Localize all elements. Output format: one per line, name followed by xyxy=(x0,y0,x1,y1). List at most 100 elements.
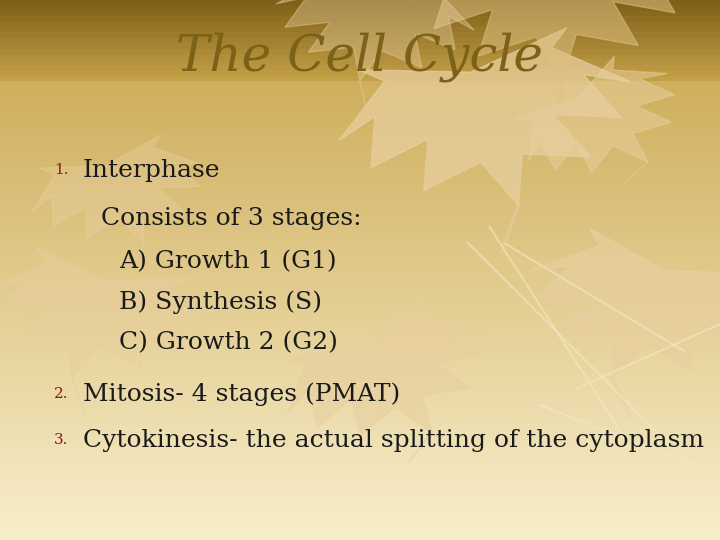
Text: 3.: 3. xyxy=(54,433,68,447)
Bar xyxy=(0,464,720,470)
Text: The Cell Cycle: The Cell Cycle xyxy=(176,32,544,82)
Bar xyxy=(0,108,720,113)
Bar xyxy=(0,416,720,421)
Bar xyxy=(0,508,720,513)
Bar xyxy=(0,524,720,529)
Bar xyxy=(0,459,720,464)
Bar xyxy=(0,65,720,70)
Polygon shape xyxy=(32,135,202,243)
Bar xyxy=(0,216,720,221)
Bar xyxy=(0,146,720,151)
Bar xyxy=(0,497,720,502)
Text: 1.: 1. xyxy=(54,163,68,177)
Bar xyxy=(0,292,720,297)
Bar xyxy=(0,319,720,324)
Bar xyxy=(0,443,720,448)
Polygon shape xyxy=(515,56,674,172)
Bar xyxy=(0,27,720,32)
Bar xyxy=(0,167,720,173)
Bar xyxy=(0,205,720,211)
Bar xyxy=(0,389,720,394)
Bar xyxy=(0,70,720,76)
Bar xyxy=(0,351,720,356)
Bar xyxy=(0,86,720,92)
Bar xyxy=(0,103,720,108)
Bar xyxy=(0,22,720,27)
Bar xyxy=(0,346,720,351)
Bar xyxy=(0,410,720,416)
Bar xyxy=(0,491,720,497)
Bar xyxy=(0,362,720,367)
Bar xyxy=(0,119,720,124)
Bar xyxy=(0,270,720,275)
Bar xyxy=(0,38,720,43)
Polygon shape xyxy=(284,299,482,435)
Bar xyxy=(0,356,720,362)
Bar xyxy=(0,448,720,454)
Bar xyxy=(0,470,720,475)
Bar xyxy=(0,16,720,22)
Bar xyxy=(0,367,720,373)
Polygon shape xyxy=(410,0,692,81)
Bar xyxy=(0,178,720,184)
Bar xyxy=(0,92,720,97)
Bar xyxy=(0,49,720,54)
Bar xyxy=(0,151,720,157)
Bar xyxy=(0,486,720,491)
Bar xyxy=(0,313,720,319)
Polygon shape xyxy=(276,0,474,81)
Bar xyxy=(0,481,720,486)
Bar xyxy=(0,421,720,427)
Bar xyxy=(0,211,720,216)
Bar xyxy=(0,400,720,405)
Bar xyxy=(0,59,720,65)
Bar xyxy=(0,130,720,135)
Bar xyxy=(0,302,720,308)
Bar xyxy=(0,173,720,178)
Bar xyxy=(0,265,720,270)
Bar xyxy=(0,518,720,524)
Bar xyxy=(0,113,720,119)
Bar xyxy=(0,189,720,194)
Bar xyxy=(0,335,720,340)
Text: Cytokinesis- the actual splitting of the cytoplasm: Cytokinesis- the actual splitting of the… xyxy=(83,429,703,451)
Bar xyxy=(0,221,720,227)
Bar xyxy=(0,140,720,146)
Polygon shape xyxy=(531,228,720,378)
Bar xyxy=(0,238,720,243)
Bar xyxy=(0,243,720,248)
Bar xyxy=(0,5,720,11)
Bar xyxy=(0,184,720,189)
Bar xyxy=(0,54,720,59)
Bar xyxy=(0,383,720,389)
Bar xyxy=(0,394,720,400)
Bar xyxy=(0,259,720,265)
Bar xyxy=(0,529,720,535)
Bar xyxy=(0,32,720,38)
Bar xyxy=(0,254,720,259)
Text: Interphase: Interphase xyxy=(83,159,220,181)
Bar xyxy=(0,227,720,232)
Text: C) Growth 2 (G2): C) Growth 2 (G2) xyxy=(119,332,338,354)
Text: Consists of 3 stages:: Consists of 3 stages: xyxy=(101,207,361,230)
Bar xyxy=(0,535,720,540)
Bar xyxy=(0,427,720,432)
Bar xyxy=(0,200,720,205)
Bar xyxy=(0,475,720,481)
Bar xyxy=(0,281,720,286)
Bar xyxy=(0,124,720,130)
Bar xyxy=(0,513,720,518)
Bar xyxy=(0,232,720,238)
Bar xyxy=(0,11,720,16)
Polygon shape xyxy=(339,28,631,205)
Bar xyxy=(0,324,720,329)
Text: Mitosis- 4 stages (PMAT): Mitosis- 4 stages (PMAT) xyxy=(83,382,400,406)
Text: 2.: 2. xyxy=(54,387,68,401)
Bar xyxy=(0,405,720,410)
Bar xyxy=(0,135,720,140)
Bar xyxy=(0,329,720,335)
Bar xyxy=(0,275,720,281)
Bar xyxy=(0,286,720,292)
Bar xyxy=(0,76,720,81)
Bar xyxy=(0,81,720,86)
